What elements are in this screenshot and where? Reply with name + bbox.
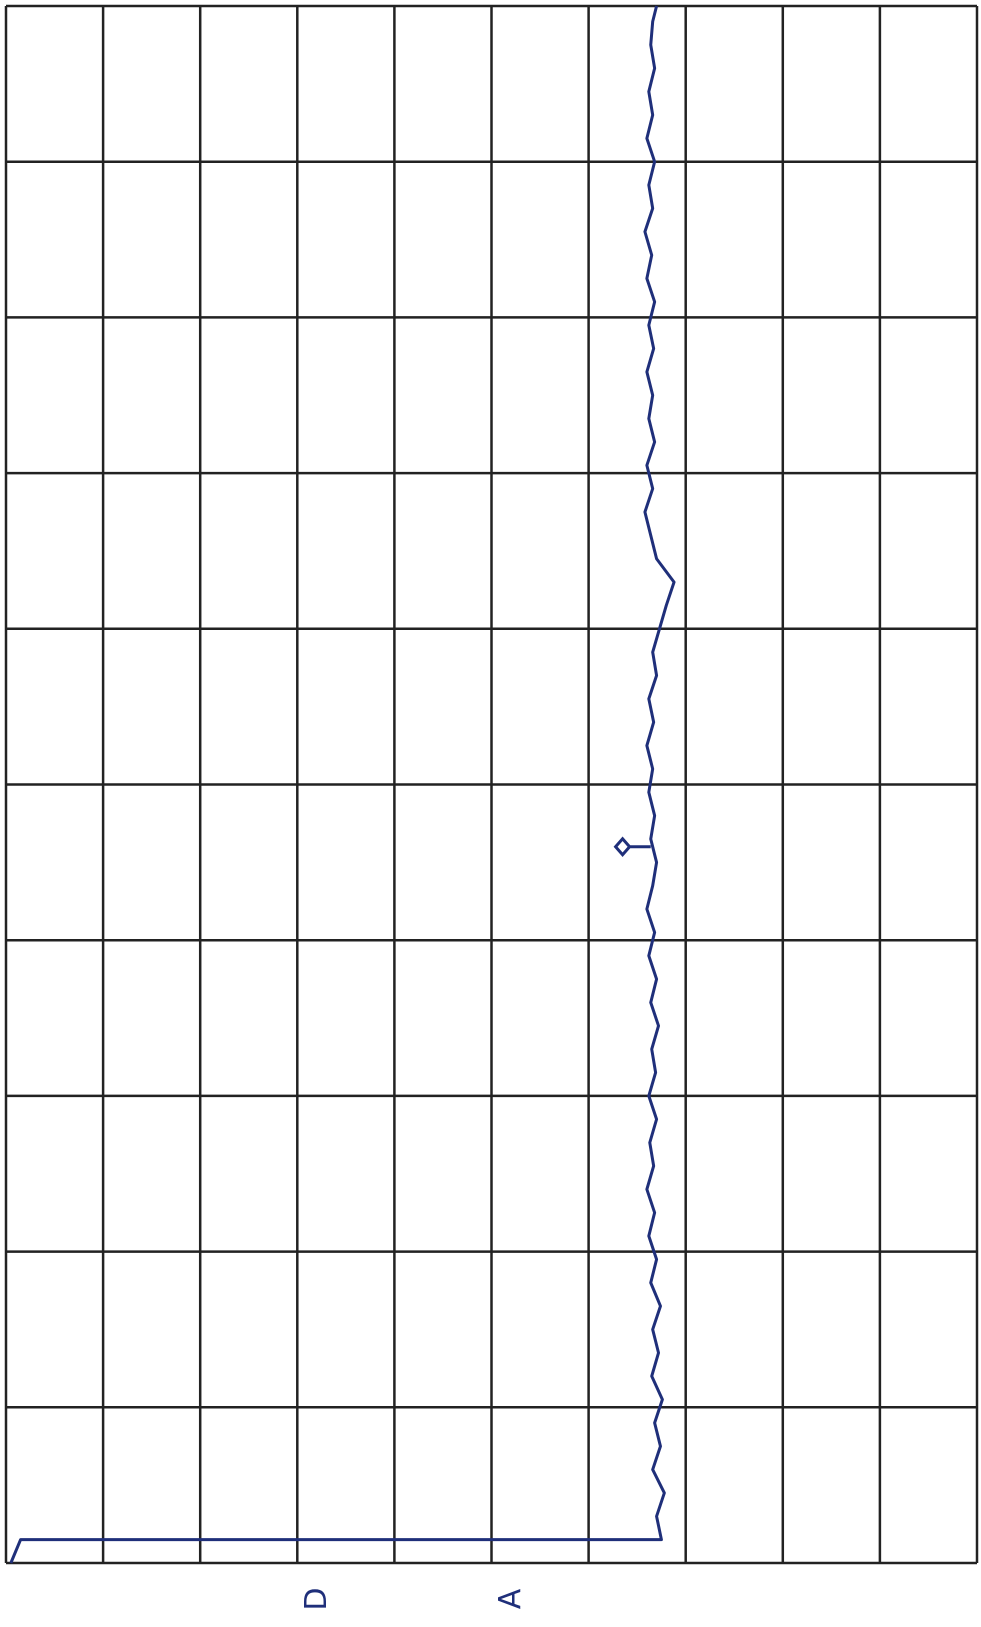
channel-label: D	[299, 1587, 334, 1610]
trace	[9, 5, 676, 1564]
event-marker	[613, 836, 651, 858]
channel-label: A	[493, 1588, 528, 1609]
